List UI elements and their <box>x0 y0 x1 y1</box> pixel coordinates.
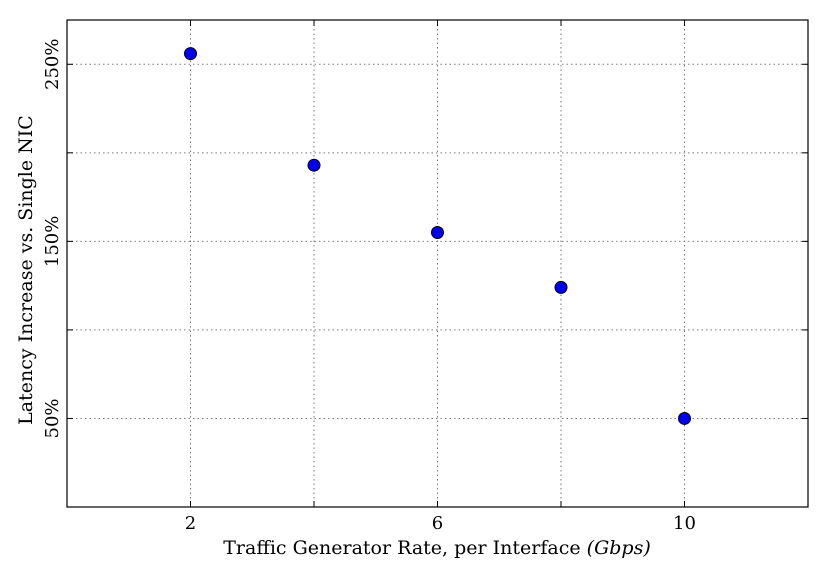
x-axis-label: Traffic Generator Rate, per Interface (G… <box>223 537 651 559</box>
x-tick-label: 2 <box>185 513 196 534</box>
axis-ticks <box>67 20 808 507</box>
tick-labels: 2 6 10 50% 150% 250% <box>42 39 696 534</box>
data-point <box>431 226 444 240</box>
plot-frame <box>66 19 809 508</box>
x-tick-label: 10 <box>673 513 696 534</box>
data-points <box>184 47 691 425</box>
y-axis-label: Latency Increase vs. Single NIC <box>15 115 37 425</box>
grid-lines <box>67 20 808 507</box>
data-point <box>184 47 197 61</box>
x-axis-unit: (Gbps) <box>587 537 651 559</box>
y-tick-label: 250% <box>42 39 63 90</box>
y-tick-label: 150% <box>42 216 63 267</box>
y-tick-label: 50% <box>42 398 63 438</box>
data-point <box>307 158 321 172</box>
data-point <box>554 280 568 294</box>
data-point <box>678 411 691 425</box>
x-tick-label: 6 <box>432 513 443 534</box>
